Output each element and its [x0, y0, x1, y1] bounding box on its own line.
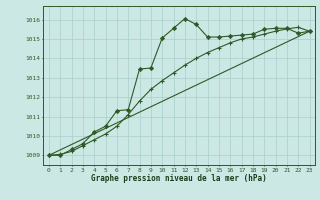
X-axis label: Graphe pression niveau de la mer (hPa): Graphe pression niveau de la mer (hPa): [91, 174, 267, 183]
